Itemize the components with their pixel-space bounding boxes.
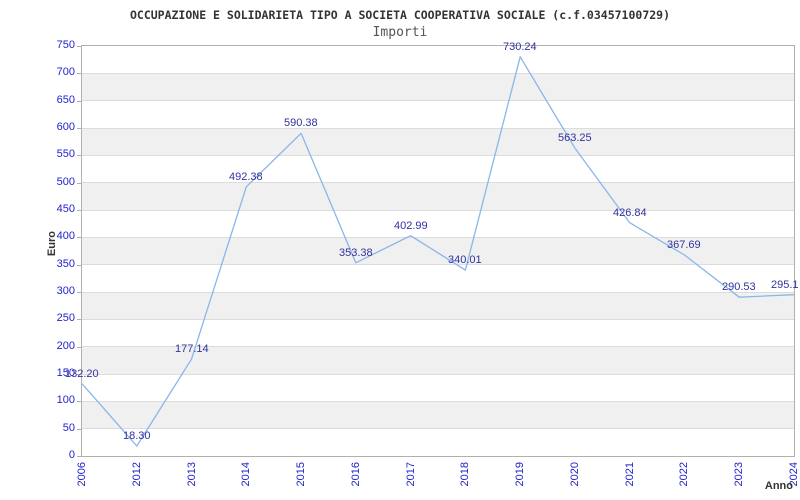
plot-band bbox=[82, 428, 794, 456]
plot-band bbox=[82, 100, 794, 128]
y-tick-mark bbox=[77, 128, 81, 129]
data-point-label: 730.24 bbox=[503, 41, 537, 53]
plot-band bbox=[82, 182, 794, 210]
x-tick-label: 2023 bbox=[733, 462, 745, 487]
plot-band bbox=[82, 292, 794, 320]
gridline bbox=[82, 100, 794, 102]
plot-band bbox=[82, 401, 794, 429]
gridline bbox=[82, 428, 794, 430]
plot-band bbox=[82, 319, 794, 347]
gridline bbox=[82, 318, 794, 320]
data-point-label: 563.25 bbox=[558, 132, 592, 144]
y-tick-mark bbox=[77, 237, 81, 238]
x-tick-label: 2020 bbox=[569, 462, 581, 487]
gridline bbox=[82, 154, 794, 156]
gridline bbox=[82, 182, 794, 184]
plot-band bbox=[82, 237, 794, 265]
plot-band bbox=[82, 155, 794, 183]
plot-band bbox=[82, 346, 794, 374]
data-point-label: 367.69 bbox=[667, 239, 701, 251]
y-tick-label: 150 bbox=[56, 367, 75, 379]
data-point-label: 18.30 bbox=[123, 430, 151, 442]
y-tick-mark bbox=[77, 183, 81, 184]
x-tick-label: 2015 bbox=[295, 462, 307, 487]
y-tick-label: 0 bbox=[68, 449, 75, 461]
y-tick-mark bbox=[77, 210, 81, 211]
y-tick-label: 650 bbox=[56, 94, 75, 106]
y-tick-label: 750 bbox=[56, 39, 75, 51]
x-axis-title: Anno bbox=[764, 480, 793, 492]
y-tick-mark bbox=[77, 374, 81, 375]
y-tick-mark bbox=[77, 101, 81, 102]
x-tick-label: 2018 bbox=[459, 462, 471, 487]
gridline bbox=[82, 72, 794, 74]
y-tick-label: 450 bbox=[56, 203, 75, 215]
x-tick-label: 2022 bbox=[678, 462, 690, 487]
y-tick-label: 700 bbox=[56, 66, 75, 78]
x-tick-label: 2012 bbox=[131, 462, 143, 487]
plot-band bbox=[82, 128, 794, 156]
series-line bbox=[81, 56, 795, 447]
plot-band bbox=[82, 46, 794, 74]
y-tick-mark bbox=[77, 46, 81, 47]
x-tick-label: 2019 bbox=[514, 462, 526, 487]
data-point-label: 353.38 bbox=[339, 247, 373, 259]
data-point-label: 290.53 bbox=[722, 281, 756, 293]
y-tick-mark bbox=[77, 265, 81, 266]
data-point-label: 177.14 bbox=[175, 343, 209, 355]
y-tick-mark bbox=[77, 456, 81, 457]
x-tick-label: 2017 bbox=[405, 462, 417, 487]
data-point-label: 132.20 bbox=[65, 368, 99, 380]
plot-band bbox=[82, 210, 794, 238]
line-series-layer bbox=[81, 56, 795, 447]
plot-band bbox=[82, 374, 794, 402]
plot-band bbox=[82, 264, 794, 292]
gridline bbox=[82, 264, 794, 266]
data-point-label: 426.84 bbox=[613, 207, 647, 219]
y-tick-label: 550 bbox=[56, 148, 75, 160]
y-axis-title: Euro bbox=[46, 231, 58, 257]
gridline bbox=[82, 291, 794, 293]
y-tick-label: 600 bbox=[56, 121, 75, 133]
y-tick-label: 500 bbox=[56, 176, 75, 188]
x-tick-label: 2013 bbox=[186, 462, 198, 487]
y-tick-label: 100 bbox=[56, 394, 75, 406]
y-tick-label: 200 bbox=[56, 340, 75, 352]
data-point-label: 590.38 bbox=[284, 117, 318, 129]
data-point-label: 492.38 bbox=[229, 171, 263, 183]
y-tick-mark bbox=[77, 401, 81, 402]
gridline bbox=[82, 236, 794, 238]
plot-area bbox=[81, 45, 795, 457]
chart-subtitle: Importi bbox=[372, 25, 428, 40]
y-tick-label: 300 bbox=[56, 285, 75, 297]
chart-title: OCCUPAZIONE E SOLIDARIETA TIPO A SOCIETA… bbox=[129, 8, 671, 22]
y-tick-label: 250 bbox=[56, 312, 75, 324]
x-tick-label: 2016 bbox=[350, 462, 362, 487]
gridline bbox=[82, 346, 794, 348]
x-tick-label: 2014 bbox=[240, 462, 252, 487]
y-tick-mark bbox=[77, 347, 81, 348]
y-tick-label: 400 bbox=[56, 230, 75, 242]
y-tick-label: 350 bbox=[56, 258, 75, 270]
y-tick-mark bbox=[77, 155, 81, 156]
y-tick-mark bbox=[77, 292, 81, 293]
y-tick-label: 50 bbox=[62, 422, 75, 434]
gridline bbox=[82, 127, 794, 129]
data-point-label: 402.99 bbox=[394, 220, 428, 232]
gridline bbox=[82, 209, 794, 211]
x-tick-label: 2006 bbox=[76, 462, 88, 487]
gridline bbox=[82, 400, 794, 402]
data-point-label: 340.01 bbox=[448, 254, 482, 266]
y-tick-mark bbox=[77, 429, 81, 430]
plot-band bbox=[82, 73, 794, 101]
data-point-label: 295.1 bbox=[771, 279, 799, 291]
x-tick-label: 2021 bbox=[624, 462, 636, 487]
y-tick-mark bbox=[77, 73, 81, 74]
y-tick-mark bbox=[77, 319, 81, 320]
gridline bbox=[82, 373, 794, 375]
